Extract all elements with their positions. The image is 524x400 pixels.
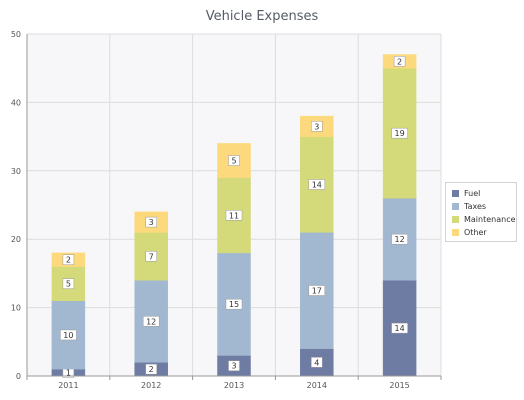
x-tick-label: 2012 [141,381,161,390]
data-label: 19 [395,129,405,138]
data-label-box [62,254,75,265]
data-label: 2 [397,57,402,66]
legend-item-taxes[interactable]: Taxes [452,200,516,213]
data-label-box [142,316,160,327]
data-label: 7 [149,252,154,261]
data-label: 17 [312,287,322,296]
data-label-box [308,285,326,296]
legend-swatch-fuel [452,190,459,197]
data-label: 14 [312,180,322,189]
data-label: 3 [149,218,154,227]
y-tick-label: 30 [11,167,21,176]
data-label-box [225,210,243,221]
legend-swatch-maintenance [452,216,459,223]
data-label: 2 [66,256,71,265]
data-label: 2 [149,365,154,374]
data-label: 10 [63,331,73,340]
data-label-box [391,233,408,245]
data-label: 3 [231,362,236,371]
data-label-box [391,322,408,334]
x-tick-label: 2015 [389,381,409,390]
x-tick-label: 2014 [307,381,327,390]
data-label-box [145,216,157,228]
data-label-box [311,357,323,368]
legend: Fuel Taxes Maintenance Other [445,182,517,242]
data-label: 1 [66,369,71,378]
data-label-box [225,298,243,310]
data-label: 14 [395,324,405,333]
legend-label-other: Other [464,228,487,237]
data-label-box [228,360,240,371]
data-label: 4 [314,358,319,367]
y-tick-label: 40 [11,98,21,107]
data-label: 5 [66,280,71,289]
y-tick-label: 50 [11,30,21,39]
data-label-box [308,179,326,190]
data-label-box [145,251,157,262]
data-label-box [60,329,77,341]
data-label-box [393,56,406,67]
legend-swatch-taxes [452,203,459,210]
data-label: 15 [229,300,239,309]
y-tick-label: 20 [11,235,21,244]
data-label-box [228,155,240,166]
data-label: 12 [146,317,156,326]
data-label: 5 [231,157,236,166]
chart-title: Vehicle Expenses [205,9,319,24]
y-tick-label: 0 [16,372,21,381]
data-label-box [311,121,323,132]
data-label-box [62,278,75,289]
y-tick-label: 10 [11,304,21,313]
data-label: 3 [314,122,319,131]
legend-swatch-other [452,229,459,236]
x-tick-label: 2011 [58,381,78,390]
data-label-box [145,363,157,375]
data-label-box [391,127,408,139]
legend-label-taxes: Taxes [464,202,487,211]
data-label: 11 [229,211,239,220]
legend-item-maintenance[interactable]: Maintenance [452,213,516,226]
data-label: 12 [395,235,405,244]
legend-label-maintenance: Maintenance [464,215,516,224]
legend-label-fuel: Fuel [464,189,481,198]
legend-item-other[interactable]: Other [452,226,516,239]
x-tick-label: 2013 [224,381,244,390]
legend-item-fuel[interactable]: Fuel [452,187,516,200]
